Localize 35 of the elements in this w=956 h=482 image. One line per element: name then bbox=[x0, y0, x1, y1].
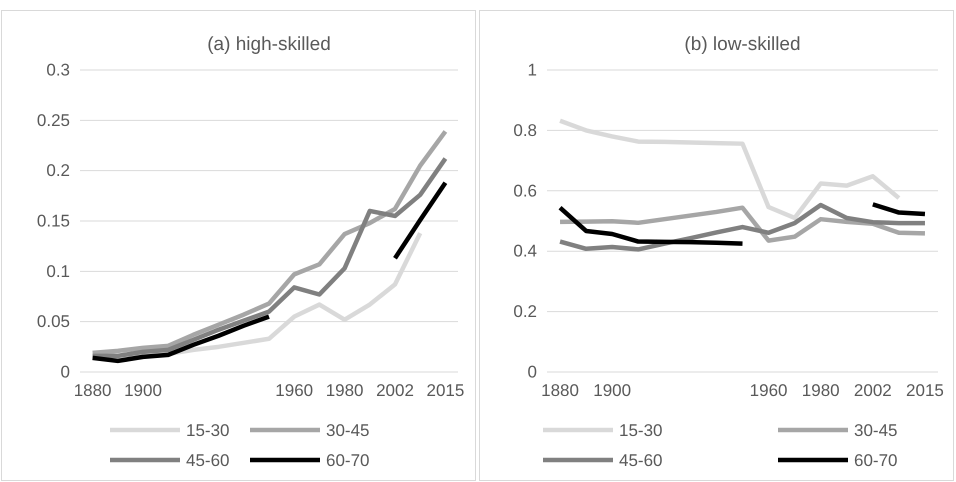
x-tick-label: 1980 bbox=[802, 381, 840, 400]
y-tick-label: 0 bbox=[528, 362, 537, 382]
y-tick-label: 0.4 bbox=[513, 242, 537, 261]
x-tick-label: 2015 bbox=[906, 381, 944, 400]
y-tick-label: 0.2 bbox=[46, 161, 70, 180]
x-tick-label: 1880 bbox=[541, 381, 579, 400]
legend-label: 30-45 bbox=[326, 421, 370, 440]
y-tick-label: 0.05 bbox=[36, 312, 70, 332]
x-tick-label: 1900 bbox=[124, 381, 162, 400]
chart-title: (a) high-skilled bbox=[207, 34, 331, 55]
legend-label: 15-30 bbox=[619, 421, 662, 440]
legend-label: 60-70 bbox=[326, 451, 370, 470]
y-tick-label: 1 bbox=[528, 60, 537, 80]
x-tick-label: 1900 bbox=[593, 381, 632, 400]
x-tick-label: 2002 bbox=[376, 381, 414, 400]
x-tick-label: 1880 bbox=[74, 381, 112, 400]
x-tick-label: 2002 bbox=[854, 381, 892, 400]
legend-label: 45-60 bbox=[619, 451, 662, 470]
legend-label: 15-30 bbox=[186, 421, 230, 440]
legend-label: 60-70 bbox=[854, 451, 898, 470]
y-tick-label: 0.6 bbox=[513, 181, 537, 200]
y-tick-label: 0.2 bbox=[513, 302, 537, 322]
y-tick-label: 0 bbox=[60, 362, 70, 382]
y-tick-label: 0.3 bbox=[46, 60, 70, 80]
legend-label: 30-45 bbox=[854, 421, 898, 440]
chart-title: (b) low-skilled bbox=[684, 34, 801, 55]
y-tick-label: 0.1 bbox=[46, 262, 70, 281]
x-tick-label: 1980 bbox=[326, 381, 364, 400]
x-tick-label: 2015 bbox=[426, 381, 464, 400]
y-tick-label: 0.15 bbox=[36, 211, 70, 230]
y-tick-label: 0.25 bbox=[36, 110, 70, 130]
y-tick-label: 0.8 bbox=[513, 120, 537, 140]
x-tick-label: 1960 bbox=[275, 381, 314, 400]
legend-label: 45-60 bbox=[186, 451, 230, 470]
x-tick-label: 1960 bbox=[750, 381, 788, 400]
